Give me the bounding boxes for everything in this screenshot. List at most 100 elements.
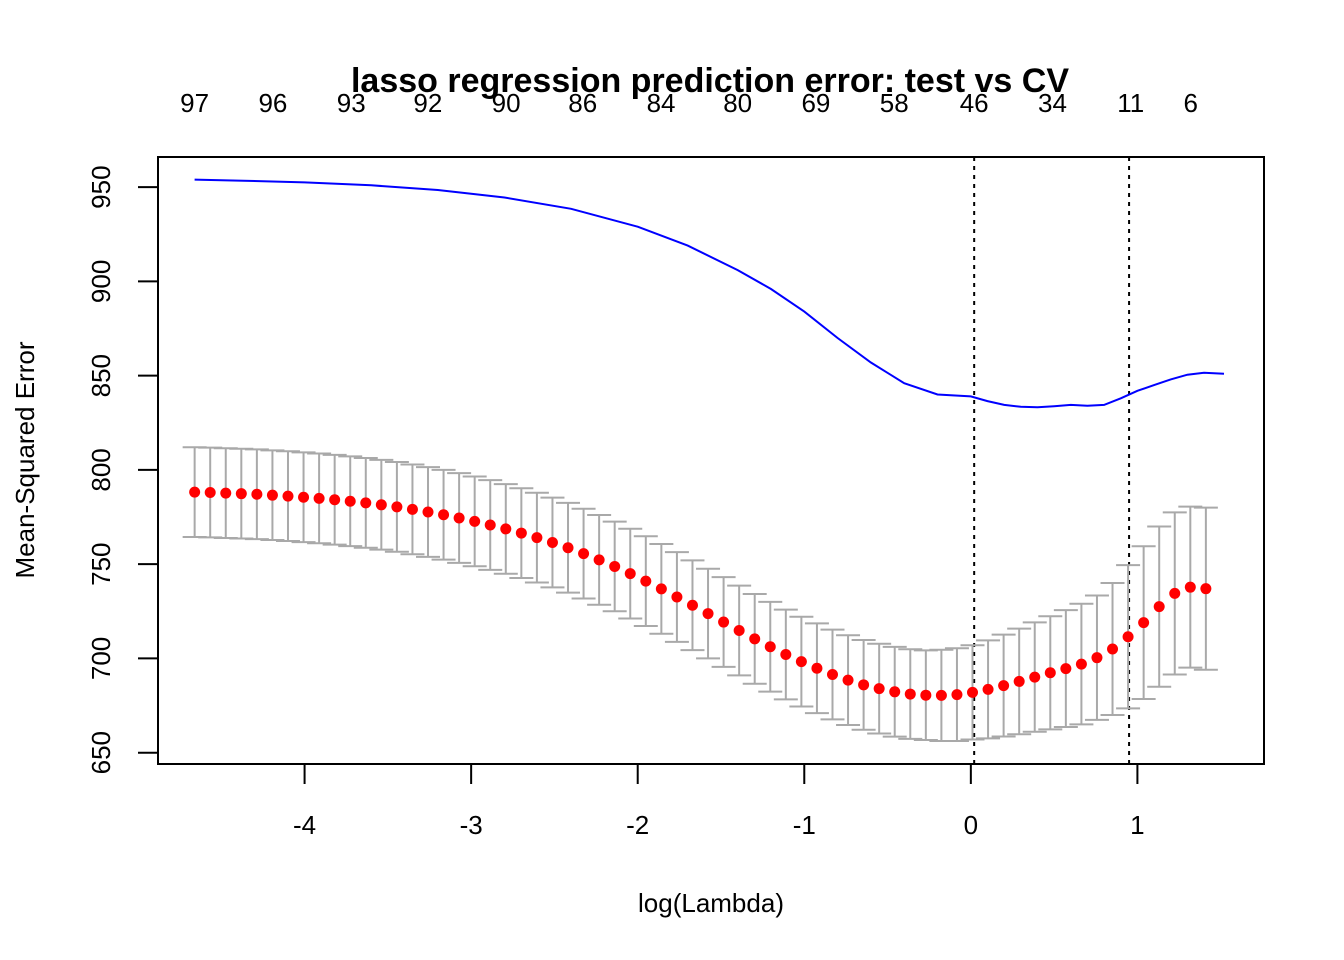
cv-mean-point — [562, 542, 574, 554]
cv-mean-point — [500, 523, 512, 535]
cv-mean-point — [842, 674, 854, 686]
cv-mean-point — [282, 490, 294, 502]
x-tick-label: 0 — [964, 810, 978, 840]
cv-mean-point — [1153, 601, 1165, 613]
y-tick-label: 650 — [86, 731, 116, 774]
cv-mean-point — [360, 497, 372, 509]
cv-mean-point — [749, 633, 761, 645]
cv-mean-point — [858, 679, 870, 691]
cv-mean-point — [686, 599, 698, 611]
top-axis-label: 97 — [180, 88, 209, 118]
cv-mean-point — [967, 686, 979, 698]
cv-mean-point — [1184, 581, 1196, 593]
y-axis: 650 700 750 800 850 900 950 — [86, 165, 159, 774]
cv-mean-point — [609, 560, 621, 572]
cv-error-bars — [182, 446, 1218, 743]
cv-mean-point — [1200, 583, 1212, 595]
test-error-line — [194, 178, 1225, 409]
top-axis-label: 46 — [960, 88, 989, 118]
cv-mean-point — [422, 506, 434, 518]
cv-mean-point — [920, 689, 932, 701]
x-axis: -4 -3 -2 -1 0 1 — [293, 763, 1145, 840]
cv-mean-point — [1138, 617, 1150, 629]
cv-mean-point — [904, 688, 916, 700]
y-axis-label: Mean-Squared Error — [10, 341, 40, 578]
top-axis-label: 80 — [723, 88, 752, 118]
cv-mean-point — [702, 608, 714, 620]
cv-mean-point — [951, 689, 963, 701]
cv-mean-point — [578, 548, 590, 560]
top-axis-label: 34 — [1038, 88, 1067, 118]
cv-mean-point — [889, 686, 901, 698]
cv-mean-point — [484, 519, 496, 531]
cv-mean-point — [204, 487, 216, 499]
y-tick-label: 750 — [86, 542, 116, 585]
test-error-polyline — [194, 178, 1225, 409]
cv-mean-point — [546, 537, 558, 549]
cv-mean-point — [469, 515, 481, 527]
x-tick-label: -1 — [793, 810, 816, 840]
cv-mean-point — [1044, 667, 1056, 679]
cv-mean-point — [329, 494, 341, 506]
x-tick-label: -4 — [293, 810, 316, 840]
cv-mean-point — [438, 509, 450, 521]
cv-mean-point — [1060, 663, 1072, 675]
cv-mean-point — [406, 503, 418, 515]
cv-mean-point — [998, 680, 1010, 692]
cv-mean-point — [733, 625, 745, 637]
top-axis-label: 86 — [568, 88, 597, 118]
cv-mean-point — [1169, 587, 1181, 599]
cv-mean-point — [531, 532, 543, 544]
top-axis-label: 58 — [880, 88, 909, 118]
cv-mean-point — [1122, 631, 1134, 643]
cv-mean-point — [764, 641, 776, 653]
cv-mean-point — [1013, 675, 1025, 687]
cv-mean-point — [235, 488, 247, 500]
cv-mean-point — [593, 554, 605, 566]
cv-mean-point — [935, 689, 947, 701]
cv-mean-point — [220, 487, 232, 499]
top-axis-label: 90 — [492, 88, 521, 118]
y-tick-label: 700 — [86, 637, 116, 680]
x-tick-label: -3 — [460, 810, 483, 840]
cv-mean-point — [1075, 658, 1087, 670]
x-axis-label: log(Lambda) — [638, 888, 784, 918]
cv-mean-point — [515, 527, 527, 539]
x-tick-label: 1 — [1130, 810, 1144, 840]
top-axis-label: 6 — [1183, 88, 1197, 118]
top-axis-label: 69 — [801, 88, 830, 118]
cv-mean-point — [375, 499, 387, 511]
cv-mean-point — [266, 489, 278, 501]
top-axis-label: 11 — [1117, 88, 1144, 118]
cv-mean-point — [344, 495, 356, 507]
top-axis-labels: 97 96 93 92 90 86 84 80 69 58 46 34 11 6 — [180, 88, 1198, 118]
top-axis-label: 84 — [647, 88, 676, 118]
cv-mean-point — [391, 501, 403, 513]
cv-mean-point — [1029, 671, 1041, 683]
cv-mean-point — [873, 683, 885, 695]
cv-mean-point — [982, 683, 994, 695]
cv-mean-point — [453, 512, 465, 524]
chart-title: lasso regression prediction error: test … — [351, 62, 1069, 100]
cv-mean-point — [795, 656, 807, 668]
cv-mean-point — [826, 668, 838, 680]
cv-mean-point — [313, 492, 325, 504]
cv-mean-point — [718, 616, 730, 628]
cv-mean-point — [640, 575, 652, 587]
cv-mean-point — [780, 648, 792, 660]
y-tick-label: 850 — [86, 354, 116, 397]
y-tick-label: 900 — [86, 260, 116, 303]
cv-mean-point — [189, 486, 201, 498]
cv-mean-point — [251, 488, 263, 500]
cv-mean-point — [298, 491, 310, 503]
cv-mean-point — [624, 568, 636, 580]
top-axis-label: 92 — [413, 88, 442, 118]
cv-mean-point — [655, 583, 667, 595]
cv-mean-point — [811, 662, 823, 674]
cv-mean-point — [1107, 643, 1119, 655]
cv-mean-point — [1091, 652, 1103, 664]
plot-frame — [157, 156, 1265, 765]
cv-mean-points — [189, 486, 1212, 701]
y-tick-label: 950 — [86, 165, 116, 208]
